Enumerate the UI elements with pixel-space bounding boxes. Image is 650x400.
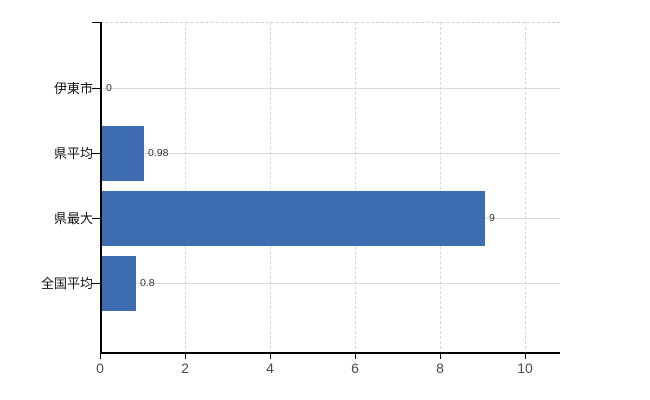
x-tick-label: 0 [96,360,104,376]
category-label: 県最大 [53,211,93,226]
bar [102,125,144,181]
y-axis-line [100,22,102,354]
plot-top-border [100,22,560,23]
bar-value-label: 9 [489,212,495,224]
x-axis-tick [270,354,271,359]
horizontal-gridline [100,88,560,89]
vertical-gridline [440,22,441,354]
x-axis-tick [185,354,186,359]
x-axis-tick [355,354,356,359]
bar-value-label: 0 [106,82,112,94]
y-axis-tick [92,218,100,219]
bar-value-label: 0.98 [148,147,169,159]
plot-area: 0 0.98 9 0.8 [92,22,560,359]
y-axis-tick [92,88,100,89]
category-label: 県平均 [53,146,93,161]
x-axis-tick [100,354,101,359]
category-label: 伊東市 [53,81,93,96]
x-tick-label: 2 [181,360,189,376]
x-tick-label: 4 [266,360,274,376]
x-tick-label: 6 [351,360,359,376]
vertical-gridline [355,22,356,354]
bar [102,190,485,246]
y-axis-tick [92,283,100,284]
category-label: 全国平均 [40,276,93,291]
y-axis-tick [92,153,100,154]
horizontal-gridline [100,283,560,284]
bar [102,255,136,311]
bar-value-label: 0.8 [140,277,155,289]
y-axis-labels: 伊東市県平均県最大全国平均 [0,22,93,354]
x-axis-tick [440,354,441,359]
x-axis-tick [525,354,526,359]
horizontal-gridline [100,153,560,154]
x-axis-line [100,352,560,354]
y-axis-tick [92,22,100,23]
vertical-gridline [185,22,186,354]
vertical-gridline [525,22,526,354]
x-axis-labels: 0 2 4 6 8 10 [96,360,560,380]
x-tick-label: 8 [436,360,444,376]
x-tick-label: 10 [517,360,533,376]
vertical-gridline [270,22,271,354]
